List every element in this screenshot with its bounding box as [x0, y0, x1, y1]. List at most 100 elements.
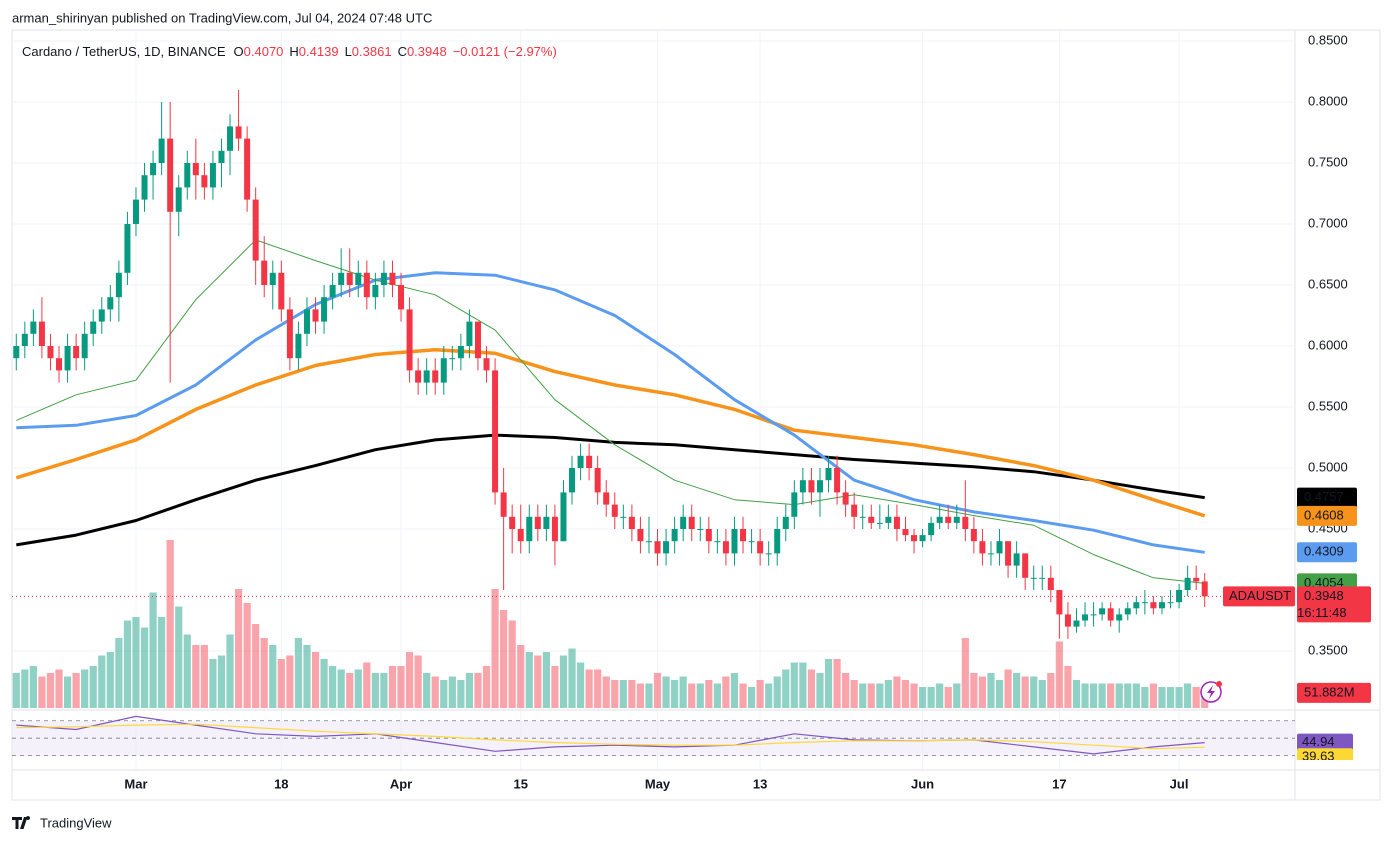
candle-body	[902, 529, 909, 536]
y-tick-label: 0.3500	[1308, 642, 1348, 657]
volume-bar	[1141, 687, 1149, 708]
volume-bar	[115, 638, 123, 708]
candle-body	[261, 260, 268, 285]
candle-body	[1090, 614, 1097, 616]
volume-bar	[739, 683, 747, 708]
volume-bar	[1184, 683, 1192, 708]
volume-bar	[21, 669, 29, 708]
candle-body	[509, 516, 516, 529]
candle-body	[141, 175, 148, 200]
rsi-label-box	[1297, 733, 1353, 752]
candle-body	[389, 272, 396, 285]
price-label-box	[1297, 505, 1357, 526]
price-label-box	[1297, 487, 1357, 508]
candle-body	[64, 346, 71, 371]
countdown-label: 16:11:48	[1297, 605, 1347, 620]
volume-bar	[824, 659, 833, 708]
volume-bar	[1030, 676, 1038, 708]
footer-logo	[12, 816, 31, 829]
candle-body	[911, 535, 918, 542]
candle-body	[987, 553, 994, 555]
volume-bar	[55, 669, 63, 708]
volume-bar	[576, 662, 585, 708]
volume-bar	[286, 655, 294, 708]
candle-body	[175, 187, 182, 212]
volume-bar	[790, 662, 798, 708]
volume-bar	[696, 683, 704, 708]
candle-body	[671, 529, 678, 542]
moving-average-line	[15, 347, 1206, 518]
volume-bar	[252, 624, 260, 708]
candle-body	[363, 272, 370, 298]
alert-bolt	[1207, 685, 1215, 699]
candle-body	[158, 138, 165, 163]
candle-body	[697, 529, 704, 530]
volume-bar	[594, 669, 602, 708]
candle-body	[1064, 614, 1071, 627]
candle-body	[449, 358, 456, 360]
volume-bar	[884, 680, 892, 708]
volume-label-box	[1297, 682, 1371, 703]
volume-bar	[970, 673, 978, 708]
candle-body	[551, 516, 558, 542]
x-tick-label: May	[645, 776, 671, 791]
volume-bar	[585, 669, 593, 708]
candle-body	[406, 309, 413, 371]
candle-body	[167, 138, 174, 212]
alert-dot	[1216, 681, 1222, 687]
volume-bar	[833, 659, 841, 708]
volume-bar	[440, 680, 448, 708]
candle-body	[47, 346, 54, 359]
legend-part: Cardano / TetherUS, 1D, BINANCE	[22, 44, 226, 59]
volume-bar	[260, 638, 268, 708]
volume-bar	[842, 673, 850, 708]
x-tick-label: Mar	[124, 776, 147, 791]
candle-body	[321, 297, 328, 322]
candle-body	[115, 272, 122, 298]
rsi-clip	[1296, 760, 1376, 770]
volume-bar	[200, 645, 208, 708]
volume-bar	[807, 669, 816, 708]
volume-bar	[132, 617, 140, 708]
volume-bar	[1089, 683, 1098, 708]
volume-bar	[81, 669, 89, 708]
candle-body	[1116, 614, 1123, 621]
volume-bar	[782, 669, 790, 708]
candle-body	[1176, 590, 1183, 603]
volume-bar	[944, 687, 952, 708]
candle-body	[893, 516, 900, 529]
candle-body	[1193, 577, 1200, 582]
volume-bar	[653, 673, 662, 708]
volume-bar	[1132, 683, 1140, 708]
legend-part: O	[234, 44, 244, 59]
volume-bar	[876, 683, 884, 708]
volume-bar	[705, 680, 713, 708]
volume-bar	[927, 687, 935, 708]
volume-bar	[1192, 687, 1200, 708]
candle-body	[722, 541, 729, 554]
volume-bar	[1013, 673, 1021, 708]
legend-part: 0.4070	[244, 44, 284, 59]
candle-body	[953, 516, 960, 523]
volume-bar	[508, 620, 516, 708]
candle-body	[1201, 581, 1208, 597]
y-tick-label: 0.8000	[1308, 93, 1348, 108]
volume-bar	[397, 666, 405, 708]
candle-body	[124, 224, 131, 273]
price-label: 0.4757	[1304, 489, 1344, 504]
candle-body	[329, 285, 336, 298]
volume-bar	[517, 645, 525, 708]
volume-bar	[329, 666, 337, 708]
candle-body	[398, 285, 405, 310]
legend-part: 0.3861	[352, 44, 392, 59]
candle-body	[81, 333, 88, 359]
legend-part: −0.0121 (−2.97%)	[453, 44, 557, 59]
volume-bar	[722, 676, 730, 708]
candle-body	[457, 346, 464, 359]
x-tick-label: 15	[513, 776, 527, 791]
candle-body	[569, 468, 576, 493]
candle-body	[1158, 602, 1165, 609]
volume-bar	[859, 683, 867, 708]
candle-body	[1039, 577, 1046, 579]
candle-body	[731, 529, 738, 554]
